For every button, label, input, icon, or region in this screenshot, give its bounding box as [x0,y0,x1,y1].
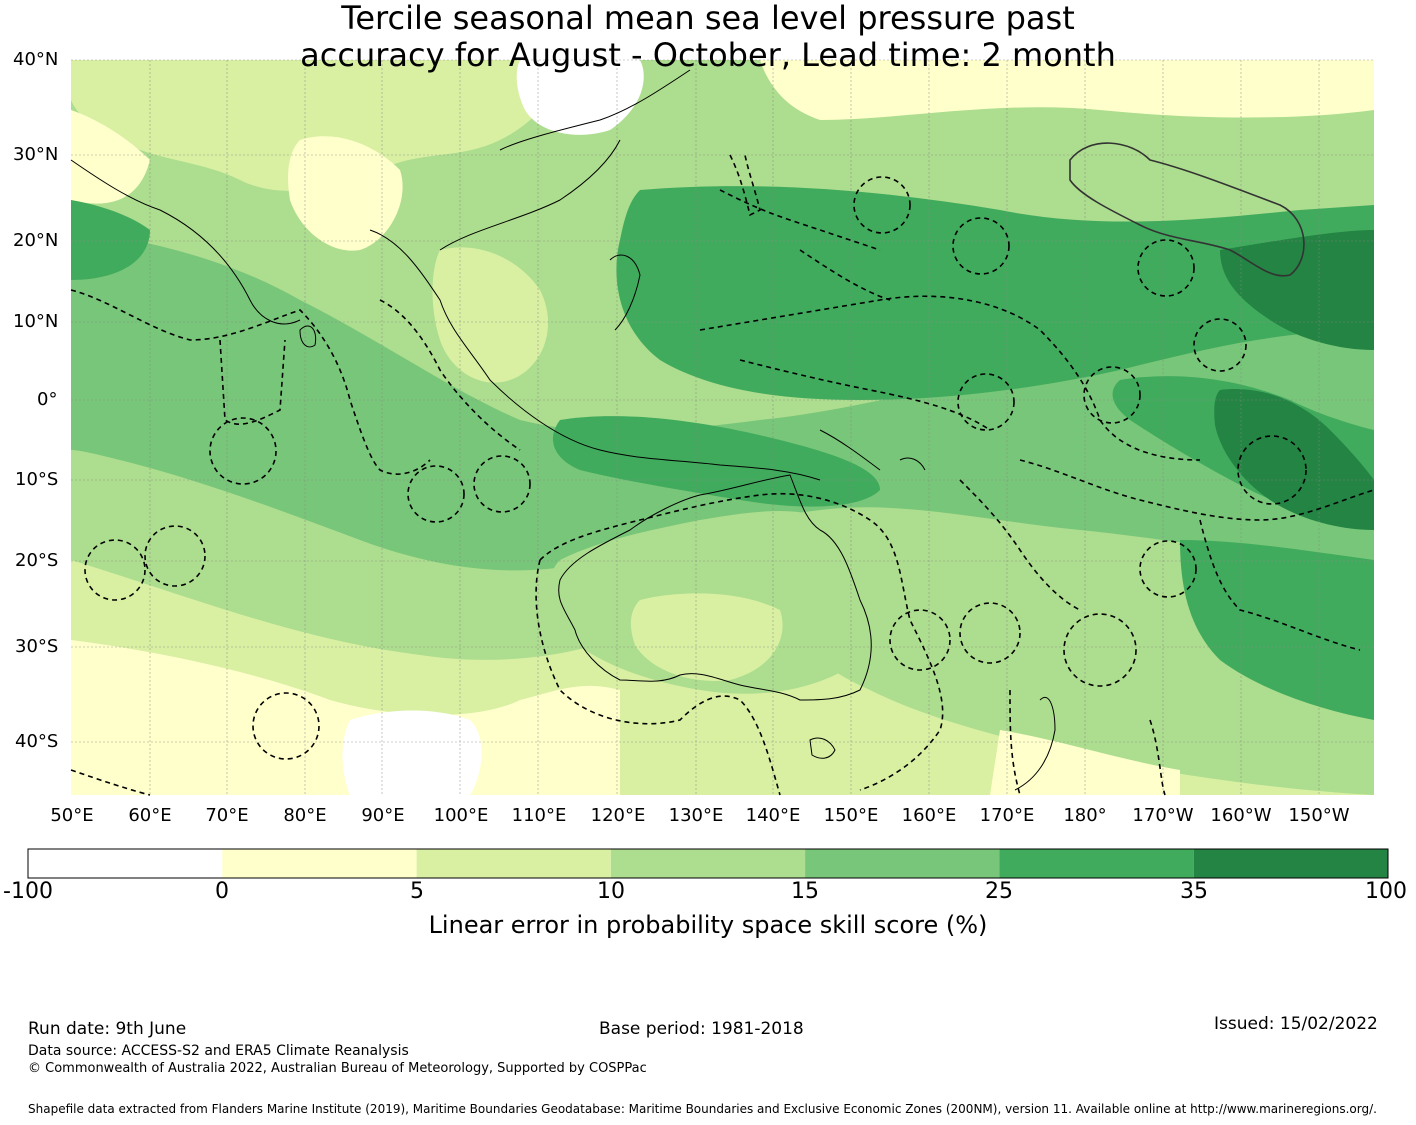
lon-label: 90°E [361,805,405,826]
copyright-notice: © Commonwealth of Australia 2022, Austra… [28,1061,647,1076]
lon-label: 80°E [283,805,327,826]
map-title-line-1: Tercile seasonal mean sea level pressure… [341,0,1075,37]
base-period: Base period: 1981-2018 [599,1019,804,1039]
lon-label: 140°E [745,805,801,826]
colorbar-tick: 15 [791,879,819,904]
colorbar-segment [610,849,806,878]
lon-label: 180° [1063,805,1107,826]
lat-label: 30°S [15,636,59,657]
colorbar-tick: 35 [1180,879,1208,904]
colorbar-tick: -100 [3,879,53,904]
colorbar-tick: 10 [597,879,625,904]
lon-label: 60°E [128,805,172,826]
map-title-line-2: accuracy for August - October, Lead time… [300,36,1116,74]
map-field [71,60,1374,795]
issued-date: Issued: 15/02/2022 [1214,1014,1378,1034]
lon-label: 160°W [1210,805,1272,826]
lon-label: 150°E [823,805,879,826]
graticule [71,59,1374,795]
colorbar-segment [805,849,1000,878]
colorbar-tick: 100 [1365,879,1407,904]
lon-label: 170°E [979,805,1035,826]
colorbar-segment [28,849,223,878]
eez-boundaries [70,154,1375,796]
lat-label: 40°N [13,49,59,70]
colorbar-segment [416,849,611,878]
shapefile-credit: Shapefile data extracted from Flanders M… [28,1102,1377,1116]
lat-label: 20°S [15,550,59,571]
lon-label: 50°E [50,805,94,826]
hawaii-eez-boundary [1069,142,1305,277]
lon-label: 100°E [433,805,489,826]
lon-label: 120°E [590,805,646,826]
lat-label: 20°N [13,230,59,251]
lon-label: 170°W [1132,805,1194,826]
lat-label: 10°S [15,469,59,490]
lon-label: 130°E [668,805,724,826]
colorbar-tick: 25 [985,879,1013,904]
colorbar-segment [1193,849,1388,878]
lon-label: 160°E [901,805,957,826]
coastlines [70,69,1056,791]
colorbar-tick: 5 [410,879,424,904]
colorbar-label: Linear error in probability space skill … [428,911,988,939]
lon-label: 70°E [205,805,249,826]
colorbar [27,848,1389,879]
run-date: Run date: 9th June [28,1019,187,1039]
lat-label: 0° [37,389,58,410]
lon-label: 110°E [511,805,567,826]
lat-label: 40°S [15,731,59,752]
colorbar-segment [999,849,1194,878]
colorbar-outline [27,848,1389,879]
colorbar-segment [222,849,417,878]
colorbar-tick: 0 [215,879,229,904]
lat-label: 30°N [13,144,59,165]
data-source: Data source: ACCESS-S2 and ERA5 Climate … [28,1043,409,1059]
lon-label: 150°W [1288,805,1350,826]
lat-label: 10°N [13,311,59,332]
